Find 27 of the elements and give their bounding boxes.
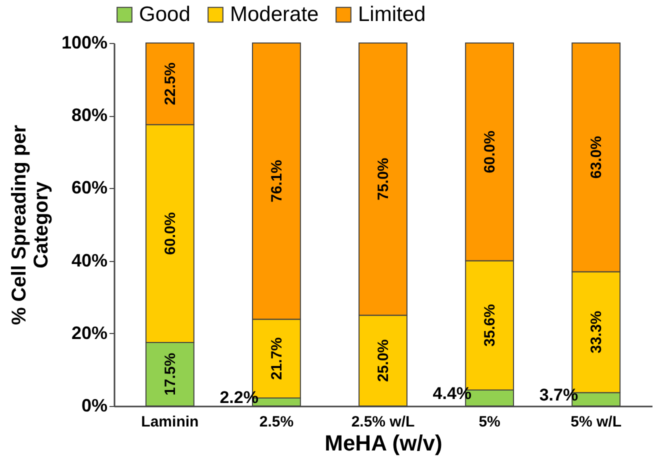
y-axis-title: % Cell Spreading per Category [8,124,52,326]
legend-label: Good [139,2,190,26]
data-label: 60.0% [482,130,499,174]
data-label: 17.5% [162,352,179,396]
y-tick-label: 100% [61,32,108,52]
data-label: 76.1% [268,160,286,202]
x-tick-label: 2.5% [259,414,294,430]
data-label: 75.0% [375,158,392,200]
data-label: 21.7% [268,337,286,380]
data-label: 25.0% [375,339,392,382]
x-tick-label: Laminin [141,414,199,430]
x-tick-label: 5% [478,414,500,430]
x-tick-label: 2.5% w/L [351,414,415,430]
legend-label: Moderate [230,2,319,26]
x-axis-title: MeHA (w/v) [324,430,442,456]
y-tick-label: 0% [81,396,108,416]
y-tick-label: 40% [71,250,108,270]
data-label: 60.0% [162,212,179,255]
y-tick-label: 80% [71,105,108,126]
y-tick-label: 60% [71,178,108,198]
legend-label: Limited [358,2,426,26]
data-label: 33.3% [588,310,606,354]
data-label: 63.0% [588,136,606,179]
x-tick-label: 5% w/L [570,414,622,430]
data-label: 35.6% [482,304,499,347]
y-tick-label: 20% [71,322,108,343]
data-label: 22.5% [162,62,179,106]
